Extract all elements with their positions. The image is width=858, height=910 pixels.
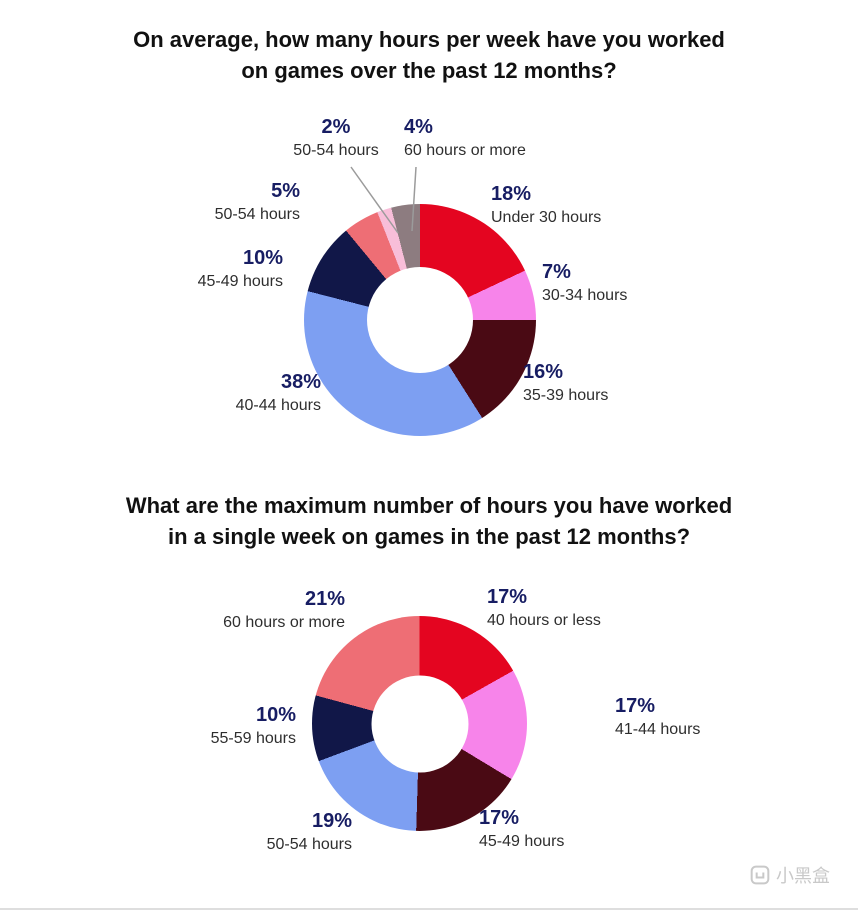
chart1-label-38pct: 38% 40-44 hours xyxy=(236,371,321,415)
slice-category: 30-34 hours xyxy=(542,287,628,304)
slice-percent: 4% xyxy=(404,116,433,138)
chart1-title-line1: On average, how many hours per week have… xyxy=(133,27,725,52)
slice-percent: 17% xyxy=(615,695,656,717)
slice-percent: 2% xyxy=(321,116,351,138)
slice-percent: 16% xyxy=(523,361,564,383)
slice-category: Under 30 hours xyxy=(491,209,602,226)
slice-category: 50-54 hours xyxy=(214,206,300,223)
slice-percent: 18% xyxy=(491,183,532,205)
slice-category: 45-49 hours xyxy=(479,833,565,850)
chart1-label-2pct: 2% 50-54 hours xyxy=(276,116,396,160)
chart2-title-line2: in a single week on games in the past 12… xyxy=(167,524,691,549)
chart1-donut-hole xyxy=(367,267,473,373)
slice-percent: 17% xyxy=(479,807,520,829)
slice-percent: 5% xyxy=(271,180,300,202)
chart2-label-19pct: 19% 50-54 hours xyxy=(267,810,352,854)
chart2-label-17pct-mid: 17% 41-44 hours xyxy=(615,695,700,739)
chart2-label-17pct-bottom: 17% 45-49 hours xyxy=(479,807,564,851)
chart1-label-18pct: 18% Under 30 hours xyxy=(491,183,601,227)
chart1-label-10pct: 10% 45-49 hours xyxy=(198,247,283,291)
slice-percent: 21% xyxy=(304,588,345,610)
slice-category: 45-49 hours xyxy=(197,273,283,290)
chart1-title: On average, how many hours per week have… xyxy=(0,24,858,86)
chart1-label-4pct: 4% 60 hours or more xyxy=(404,116,526,160)
chart2-label-10pct: 10% 55-59 hours xyxy=(211,704,296,748)
chart1-donut-ring xyxy=(304,204,536,436)
slice-percent: 19% xyxy=(311,810,352,832)
chart1-title-line2: on games over the past 12 months? xyxy=(241,58,617,83)
slice-category: 35-39 hours xyxy=(523,387,609,404)
chart1-label-16pct: 16% 35-39 hours xyxy=(523,361,608,405)
chart2-title-line1: What are the maximum number of hours you… xyxy=(125,493,733,518)
slice-category: 40 hours or less xyxy=(487,612,601,629)
slice-percent: 38% xyxy=(280,371,321,393)
chart1-label-5pct: 5% 50-54 hours xyxy=(215,180,300,224)
chart1-label-7pct: 7% 30-34 hours xyxy=(542,261,627,305)
chart2-donut-hole xyxy=(371,675,468,772)
slice-category: 40-44 hours xyxy=(235,397,321,414)
chart2-title: What are the maximum number of hours you… xyxy=(0,490,858,552)
chart2-donut-ring xyxy=(312,616,527,831)
slice-percent: 7% xyxy=(542,261,571,283)
slice-percent: 10% xyxy=(255,704,296,726)
slice-percent: 10% xyxy=(242,247,283,269)
slice-category: 60 hours or more xyxy=(404,142,526,159)
slice-category: 41-44 hours xyxy=(615,721,701,738)
chart2-label-21pct: 21% 60 hours or more xyxy=(223,588,345,632)
footer-divider xyxy=(0,908,858,910)
slice-category: 55-59 hours xyxy=(210,730,296,747)
slice-percent: 17% xyxy=(487,586,528,608)
watermark: 小黑盒 xyxy=(750,862,830,888)
slice-category: 50-54 hours xyxy=(266,836,352,853)
slice-category: 50-54 hours xyxy=(293,142,379,159)
watermark-label: 小黑盒 xyxy=(776,866,830,886)
slice-category: 60 hours or more xyxy=(223,614,345,631)
heybox-logo-icon xyxy=(750,865,770,885)
chart2-label-17pct-top: 17% 40 hours or less xyxy=(487,586,601,630)
